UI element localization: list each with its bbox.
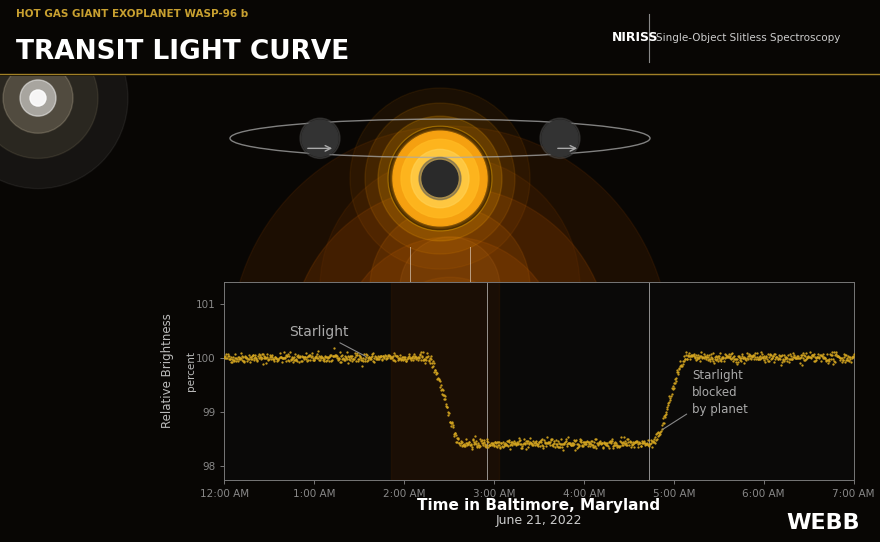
Circle shape [370, 207, 530, 368]
Circle shape [400, 237, 500, 338]
Circle shape [340, 237, 560, 459]
Text: Starlight
blocked
by planet: Starlight blocked by planet [663, 370, 748, 429]
Circle shape [380, 277, 520, 418]
Circle shape [20, 80, 56, 116]
Circle shape [30, 90, 46, 106]
Bar [391, 282, 499, 480]
Text: WEBB: WEBB [786, 513, 860, 533]
Text: percent: percent [186, 351, 196, 391]
Text: TRANSIT LIGHT CURVE: TRANSIT LIGHT CURVE [16, 38, 349, 64]
Text: NIRISS: NIRISS [612, 31, 658, 44]
Circle shape [400, 138, 480, 219]
Circle shape [290, 186, 610, 509]
Circle shape [230, 126, 670, 542]
Text: Relative Brightness: Relative Brightness [161, 313, 173, 428]
Circle shape [422, 160, 458, 197]
Circle shape [401, 139, 479, 218]
Circle shape [410, 149, 470, 209]
Circle shape [411, 150, 469, 208]
Circle shape [419, 157, 461, 199]
Text: Starlight: Starlight [290, 325, 366, 357]
Circle shape [392, 130, 488, 227]
Circle shape [393, 131, 487, 226]
Circle shape [540, 118, 580, 158]
Text: June 21, 2022: June 21, 2022 [495, 514, 583, 527]
Text: HOT GAS GIANT EXOPLANET WASP-96 b: HOT GAS GIANT EXOPLANET WASP-96 b [16, 9, 248, 18]
Circle shape [365, 103, 515, 254]
Circle shape [0, 8, 128, 189]
Circle shape [350, 88, 530, 269]
Circle shape [389, 127, 491, 230]
Circle shape [300, 118, 340, 158]
Circle shape [378, 116, 502, 241]
Circle shape [320, 157, 580, 418]
Circle shape [388, 126, 492, 231]
Circle shape [420, 158, 460, 199]
Circle shape [542, 120, 578, 157]
Circle shape [302, 120, 338, 157]
Text: Single-Object Slitless Spectroscopy: Single-Object Slitless Spectroscopy [656, 33, 840, 43]
Text: Time in Baltimore, Maryland: Time in Baltimore, Maryland [417, 498, 661, 513]
Circle shape [0, 37, 98, 158]
Circle shape [3, 63, 73, 133]
